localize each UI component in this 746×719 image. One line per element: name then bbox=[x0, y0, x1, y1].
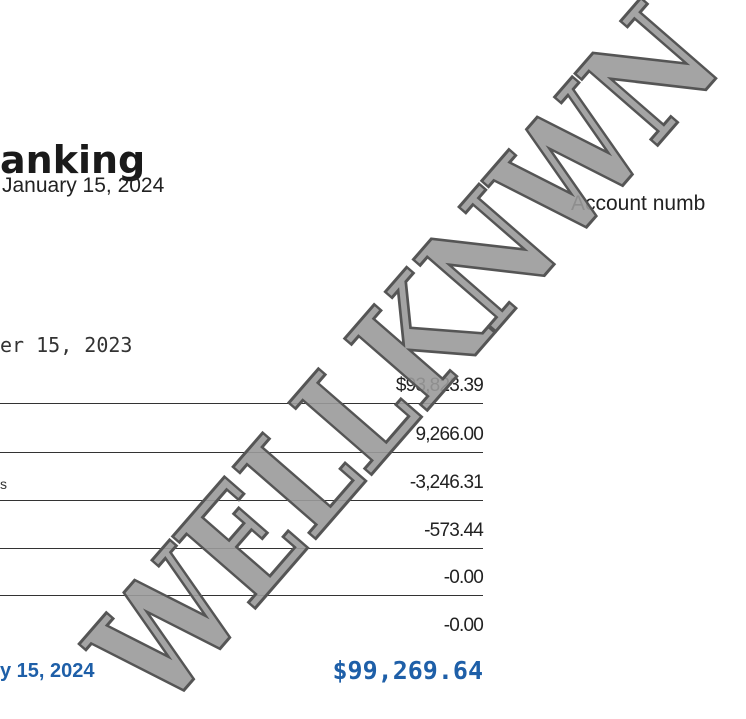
summary-row: -0.00 bbox=[0, 547, 484, 596]
row-amount: 9,266.00 bbox=[415, 424, 483, 445]
row-amount: -0.00 bbox=[443, 567, 484, 588]
summary-row: -573.44 bbox=[0, 500, 484, 549]
summary-row: 9,266.00 bbox=[0, 404, 484, 453]
summary-row: $93,823.39 bbox=[0, 355, 484, 404]
statement-date: January 15, 2024 bbox=[2, 174, 165, 197]
bank-title: anking bbox=[0, 138, 146, 182]
row-amount: -573.44 bbox=[424, 520, 484, 541]
summary-row: -0.00 bbox=[0, 595, 484, 643]
ending-amount: $99,269.64 bbox=[332, 656, 483, 685]
period-start: er 15, 2023 bbox=[0, 333, 133, 357]
summary-row: s -3,246.31 bbox=[0, 452, 484, 501]
ending-label: y 15, 2024 bbox=[0, 660, 95, 682]
account-label: Account numb bbox=[571, 192, 706, 215]
row-amount: $93,823.39 bbox=[395, 375, 484, 396]
row-amount: -3,246.31 bbox=[409, 472, 484, 493]
row-amount: -0.00 bbox=[443, 615, 484, 636]
row-label: s bbox=[0, 476, 7, 492]
